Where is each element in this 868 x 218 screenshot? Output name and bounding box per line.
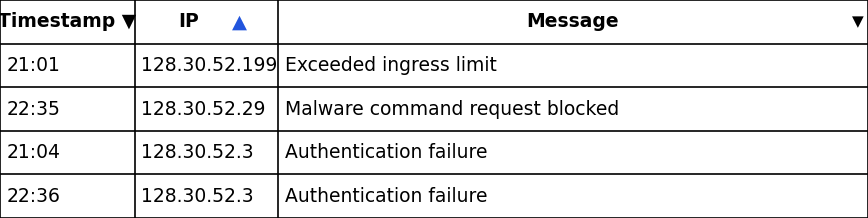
Text: Exceeded ingress limit: Exceeded ingress limit	[285, 56, 496, 75]
Text: 128.30.52.29: 128.30.52.29	[141, 99, 266, 119]
Text: IP: IP	[179, 12, 199, 31]
Text: 128.30.52.199: 128.30.52.199	[141, 56, 278, 75]
Text: 21:01: 21:01	[7, 56, 61, 75]
Text: Authentication failure: Authentication failure	[285, 187, 487, 206]
Text: Authentication failure: Authentication failure	[285, 143, 487, 162]
Text: ▼: ▼	[852, 14, 864, 29]
Text: 22:35: 22:35	[7, 99, 61, 119]
Text: 21:04: 21:04	[7, 143, 61, 162]
Text: 22:36: 22:36	[7, 187, 61, 206]
Text: ▲: ▲	[232, 12, 247, 31]
Text: 128.30.52.3: 128.30.52.3	[141, 143, 254, 162]
Text: Malware command request blocked: Malware command request blocked	[285, 99, 619, 119]
Text: Timestamp ▼: Timestamp ▼	[0, 12, 136, 31]
Text: Message: Message	[527, 12, 619, 31]
Text: 128.30.52.3: 128.30.52.3	[141, 187, 254, 206]
